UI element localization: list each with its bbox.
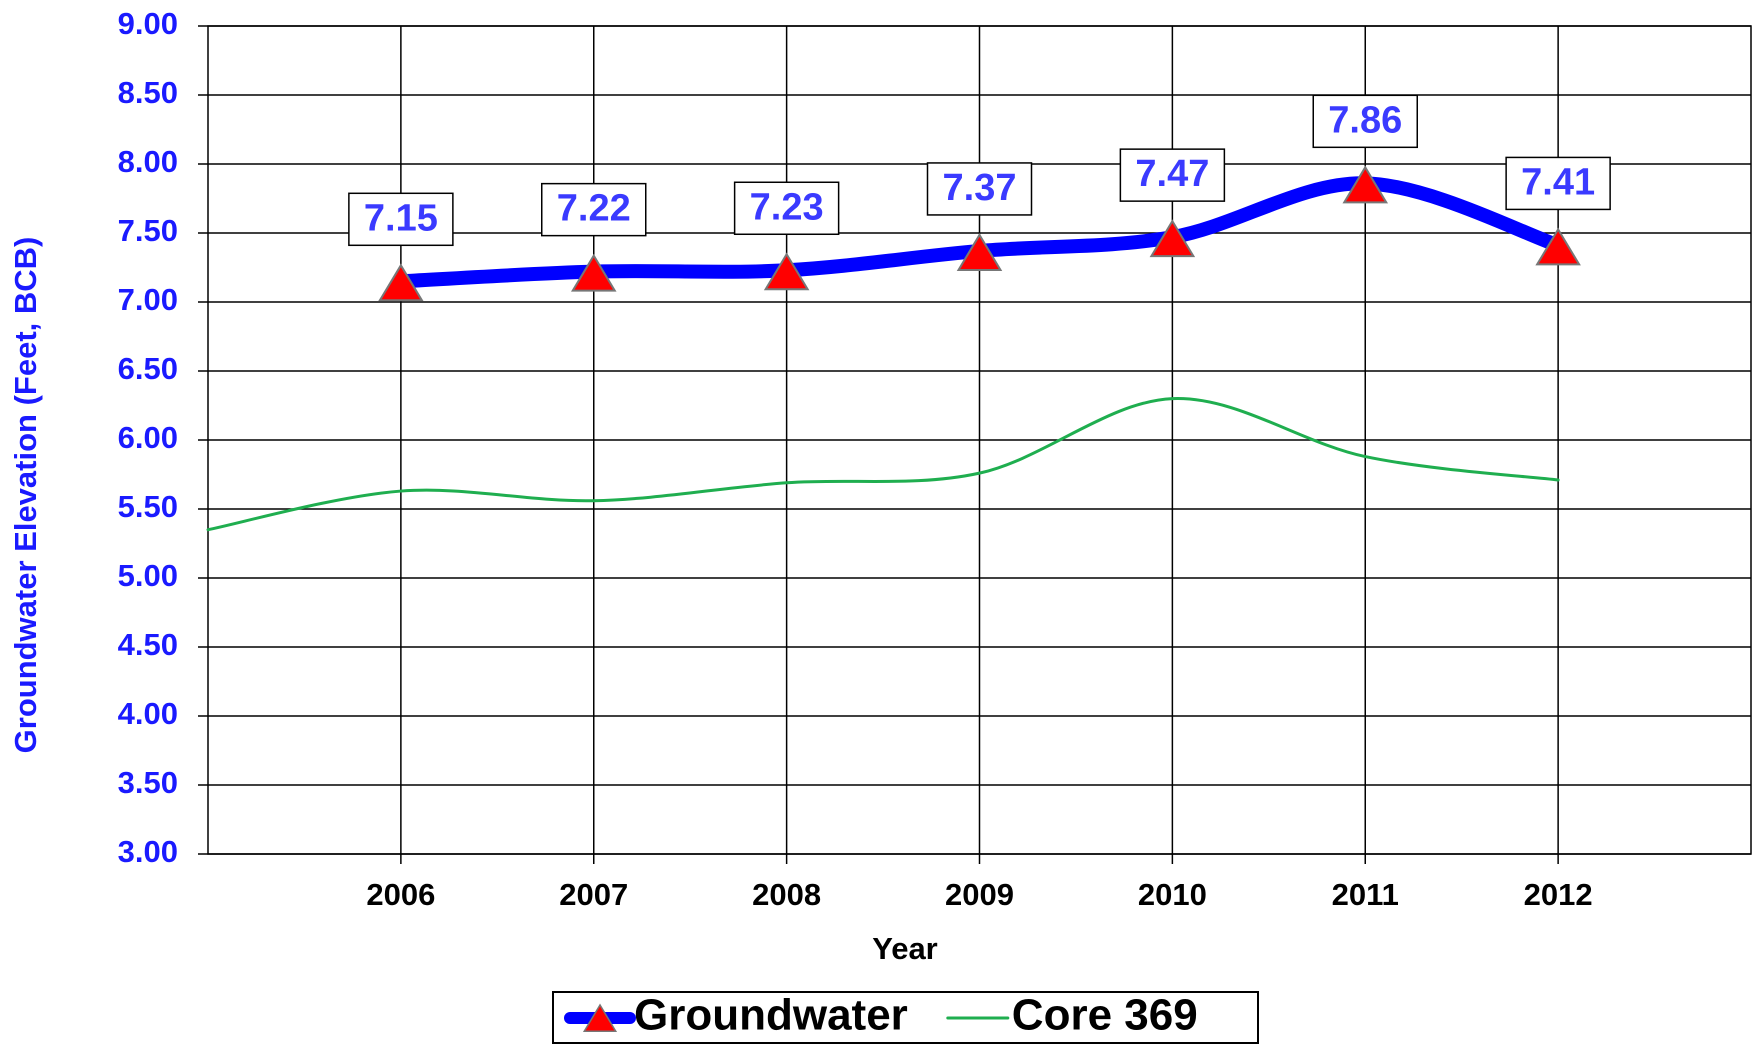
data-label: 7.15 (364, 197, 438, 239)
data-label: 7.41 (1521, 161, 1595, 203)
data-label-box (1312, 94, 1418, 149)
data-label-box (926, 162, 1033, 216)
x-axis-label: Year (872, 931, 938, 966)
data-label: 7.47 (1135, 153, 1209, 195)
marker (1342, 165, 1389, 204)
data-label: 7.86 (1328, 99, 1402, 141)
y-tick-label: 5.00 (118, 558, 178, 593)
x-tick-label: 2008 (752, 877, 821, 912)
legend-label: Groundwater (634, 991, 908, 1040)
y-tick-label: 6.00 (118, 420, 178, 455)
marker (1535, 227, 1581, 266)
legend-marker (582, 1003, 618, 1032)
data-label-box (1119, 148, 1226, 202)
y-tick-label: 8.00 (118, 144, 178, 179)
legend-label: Core 369 (1012, 991, 1198, 1040)
y-tick-label: 6.50 (118, 351, 178, 386)
data-label-box (348, 192, 454, 247)
y-tick-label: 3.50 (118, 765, 178, 800)
y-tick-label: 5.50 (118, 489, 178, 524)
marker (1149, 219, 1196, 258)
y-tick-label: 4.00 (118, 696, 178, 731)
x-tick-label: 2011 (1332, 877, 1399, 912)
marker (763, 252, 810, 291)
y-tick-label: 9.00 (118, 6, 178, 41)
x-tick-label: 2006 (366, 877, 435, 912)
marker (956, 232, 1003, 271)
marker (378, 263, 424, 302)
data-label: 7.22 (557, 188, 631, 230)
y-tick-label: 7.00 (118, 282, 178, 317)
y-tick-label: 3.00 (118, 834, 178, 869)
data-label-box (541, 182, 647, 237)
x-tick-label: 2009 (945, 877, 1014, 912)
x-tick-label: 2007 (559, 877, 628, 912)
x-tick-label: 2010 (1138, 877, 1207, 912)
x-tick-label: 2012 (1524, 877, 1593, 912)
y-tick-label: 4.50 (118, 627, 178, 662)
data-label: 7.37 (943, 167, 1017, 209)
y-axis-label: Groundwater Elevation (Feet, BCB) (8, 237, 43, 754)
data-label-box (1505, 156, 1611, 211)
y-tick-label: 8.50 (118, 75, 178, 110)
data-label: 7.23 (750, 186, 824, 228)
legend-box (552, 991, 1259, 1044)
y-tick-label: 7.50 (118, 213, 178, 248)
marker (570, 253, 617, 292)
series-line (206, 397, 1560, 532)
data-label-box (733, 181, 840, 236)
